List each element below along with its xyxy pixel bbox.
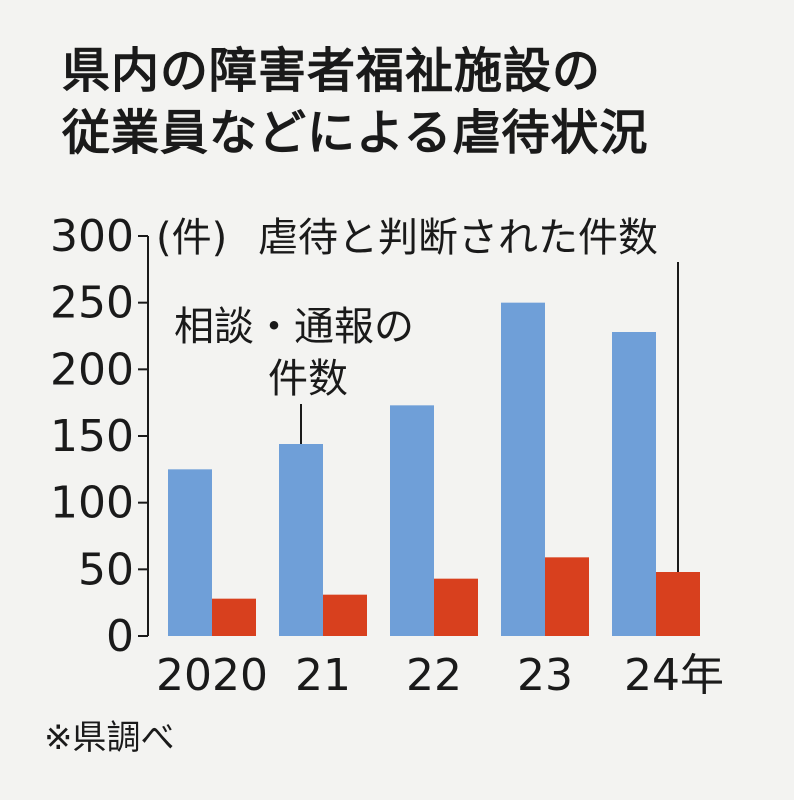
bar-abuse-0 bbox=[212, 598, 256, 636]
y-tick-label: 300 bbox=[50, 211, 134, 262]
x-tick-label: 2020 bbox=[156, 650, 268, 701]
y-unit-label: (件) bbox=[156, 215, 227, 261]
annotation-consultations-line-1: 相談・通報の bbox=[174, 304, 414, 350]
x-tick-label: 23 bbox=[517, 650, 573, 701]
bars bbox=[168, 302, 700, 636]
x-tick-label: 22 bbox=[406, 650, 462, 701]
source-note: ※県調べ bbox=[44, 718, 175, 758]
bar-consultations-3 bbox=[501, 302, 545, 636]
chart-title: 県内の障害者福祉施設の 従業員などによる虐待状況 bbox=[62, 40, 649, 164]
y-tick-label: 200 bbox=[50, 344, 134, 395]
x-axis-labels: 2020 21 22 23 24年 bbox=[156, 650, 724, 701]
y-tick-label: 100 bbox=[50, 478, 134, 529]
x-tick-label: 24年 bbox=[624, 650, 724, 701]
y-tick-label: 0 bbox=[106, 611, 134, 662]
y-tick-label: 50 bbox=[78, 544, 134, 595]
bar-abuse-4 bbox=[656, 572, 700, 636]
x-tick-label: 21 bbox=[295, 650, 351, 701]
annotation-consultations-line-2: 件数 bbox=[268, 356, 348, 402]
bar-consultations-1 bbox=[279, 444, 323, 636]
bar-abuse-1 bbox=[323, 594, 367, 636]
y-tick-label: 250 bbox=[50, 278, 134, 329]
bar-abuse-2 bbox=[434, 578, 478, 636]
chart-title-line-1: 県内の障害者福祉施設の bbox=[62, 43, 602, 99]
chart-title-line-2: 従業員などによる虐待状況 bbox=[62, 105, 649, 161]
bar-consultations-0 bbox=[168, 469, 212, 636]
annotation-abuse: 虐待と判断された件数 bbox=[258, 215, 658, 261]
bar-consultations-2 bbox=[390, 405, 434, 636]
y-axis: 300 250 200 150 100 50 0 (件) bbox=[50, 211, 227, 662]
bar-consultations-4 bbox=[612, 332, 656, 636]
bar-abuse-3 bbox=[545, 557, 589, 636]
y-tick-label: 150 bbox=[50, 411, 134, 462]
